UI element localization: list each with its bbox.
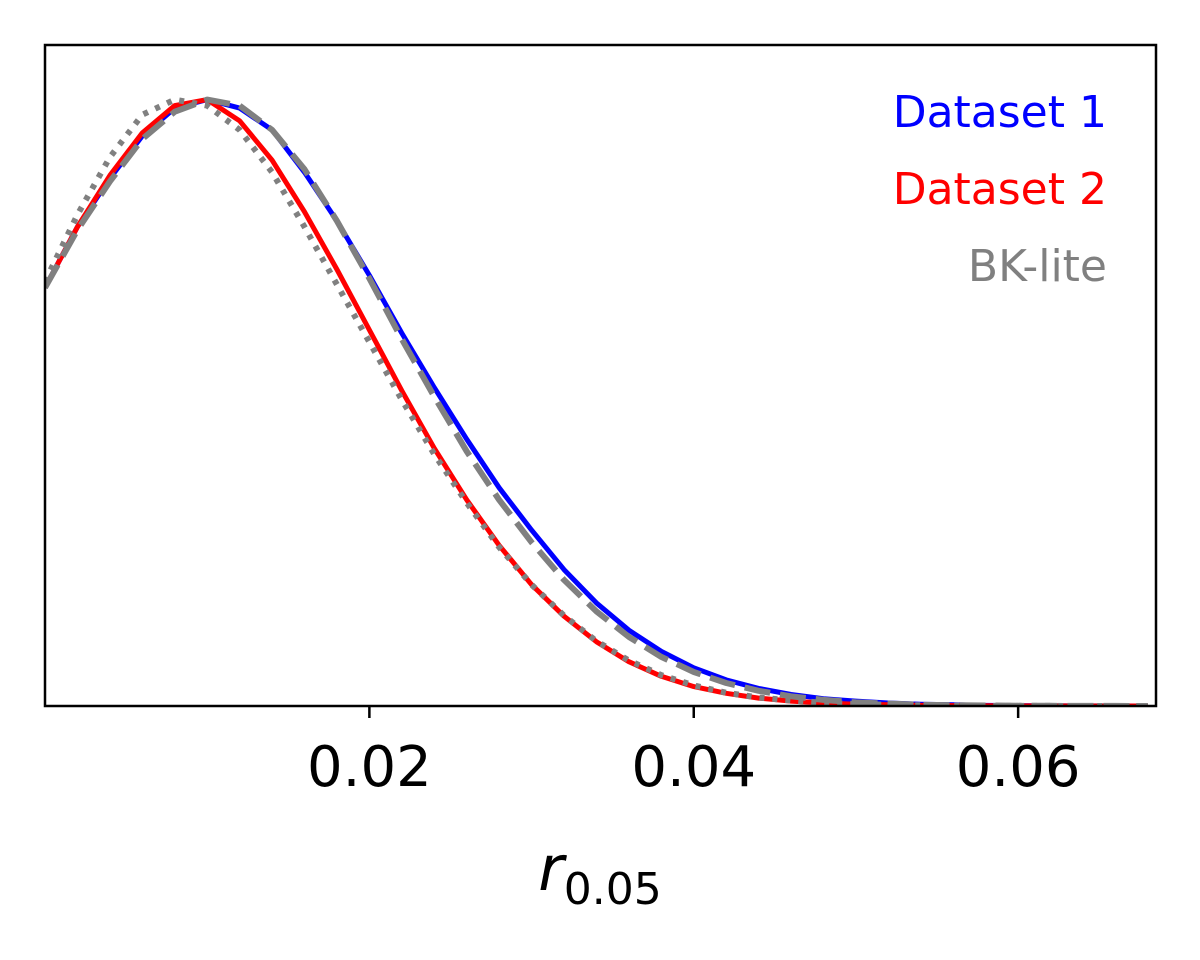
x-axis-label-subscript: 0.05 — [564, 864, 662, 915]
legend-entry-label: Dataset 1 — [893, 87, 1107, 138]
plot-area — [43, 43, 1158, 708]
x-tick-label: 0.04 — [631, 735, 756, 800]
x-axis-label-main: r — [538, 832, 567, 905]
x-tick-label: 0.02 — [307, 735, 432, 800]
axes-frame — [43, 43, 1158, 708]
legend-entry-label: Dataset 2 — [893, 164, 1107, 215]
series-line-dotted-3 — [45, 96, 1148, 706]
x-tick-label: 0.06 — [956, 735, 1081, 800]
legend-entry-label: BK-lite — [968, 241, 1107, 292]
x-axis-ticks: 0.02 0.04 0.06 — [307, 706, 1080, 800]
legend: Dataset 1 Dataset 2 BK-lite — [893, 87, 1107, 292]
x-axis-label: r0.05 — [538, 832, 661, 915]
